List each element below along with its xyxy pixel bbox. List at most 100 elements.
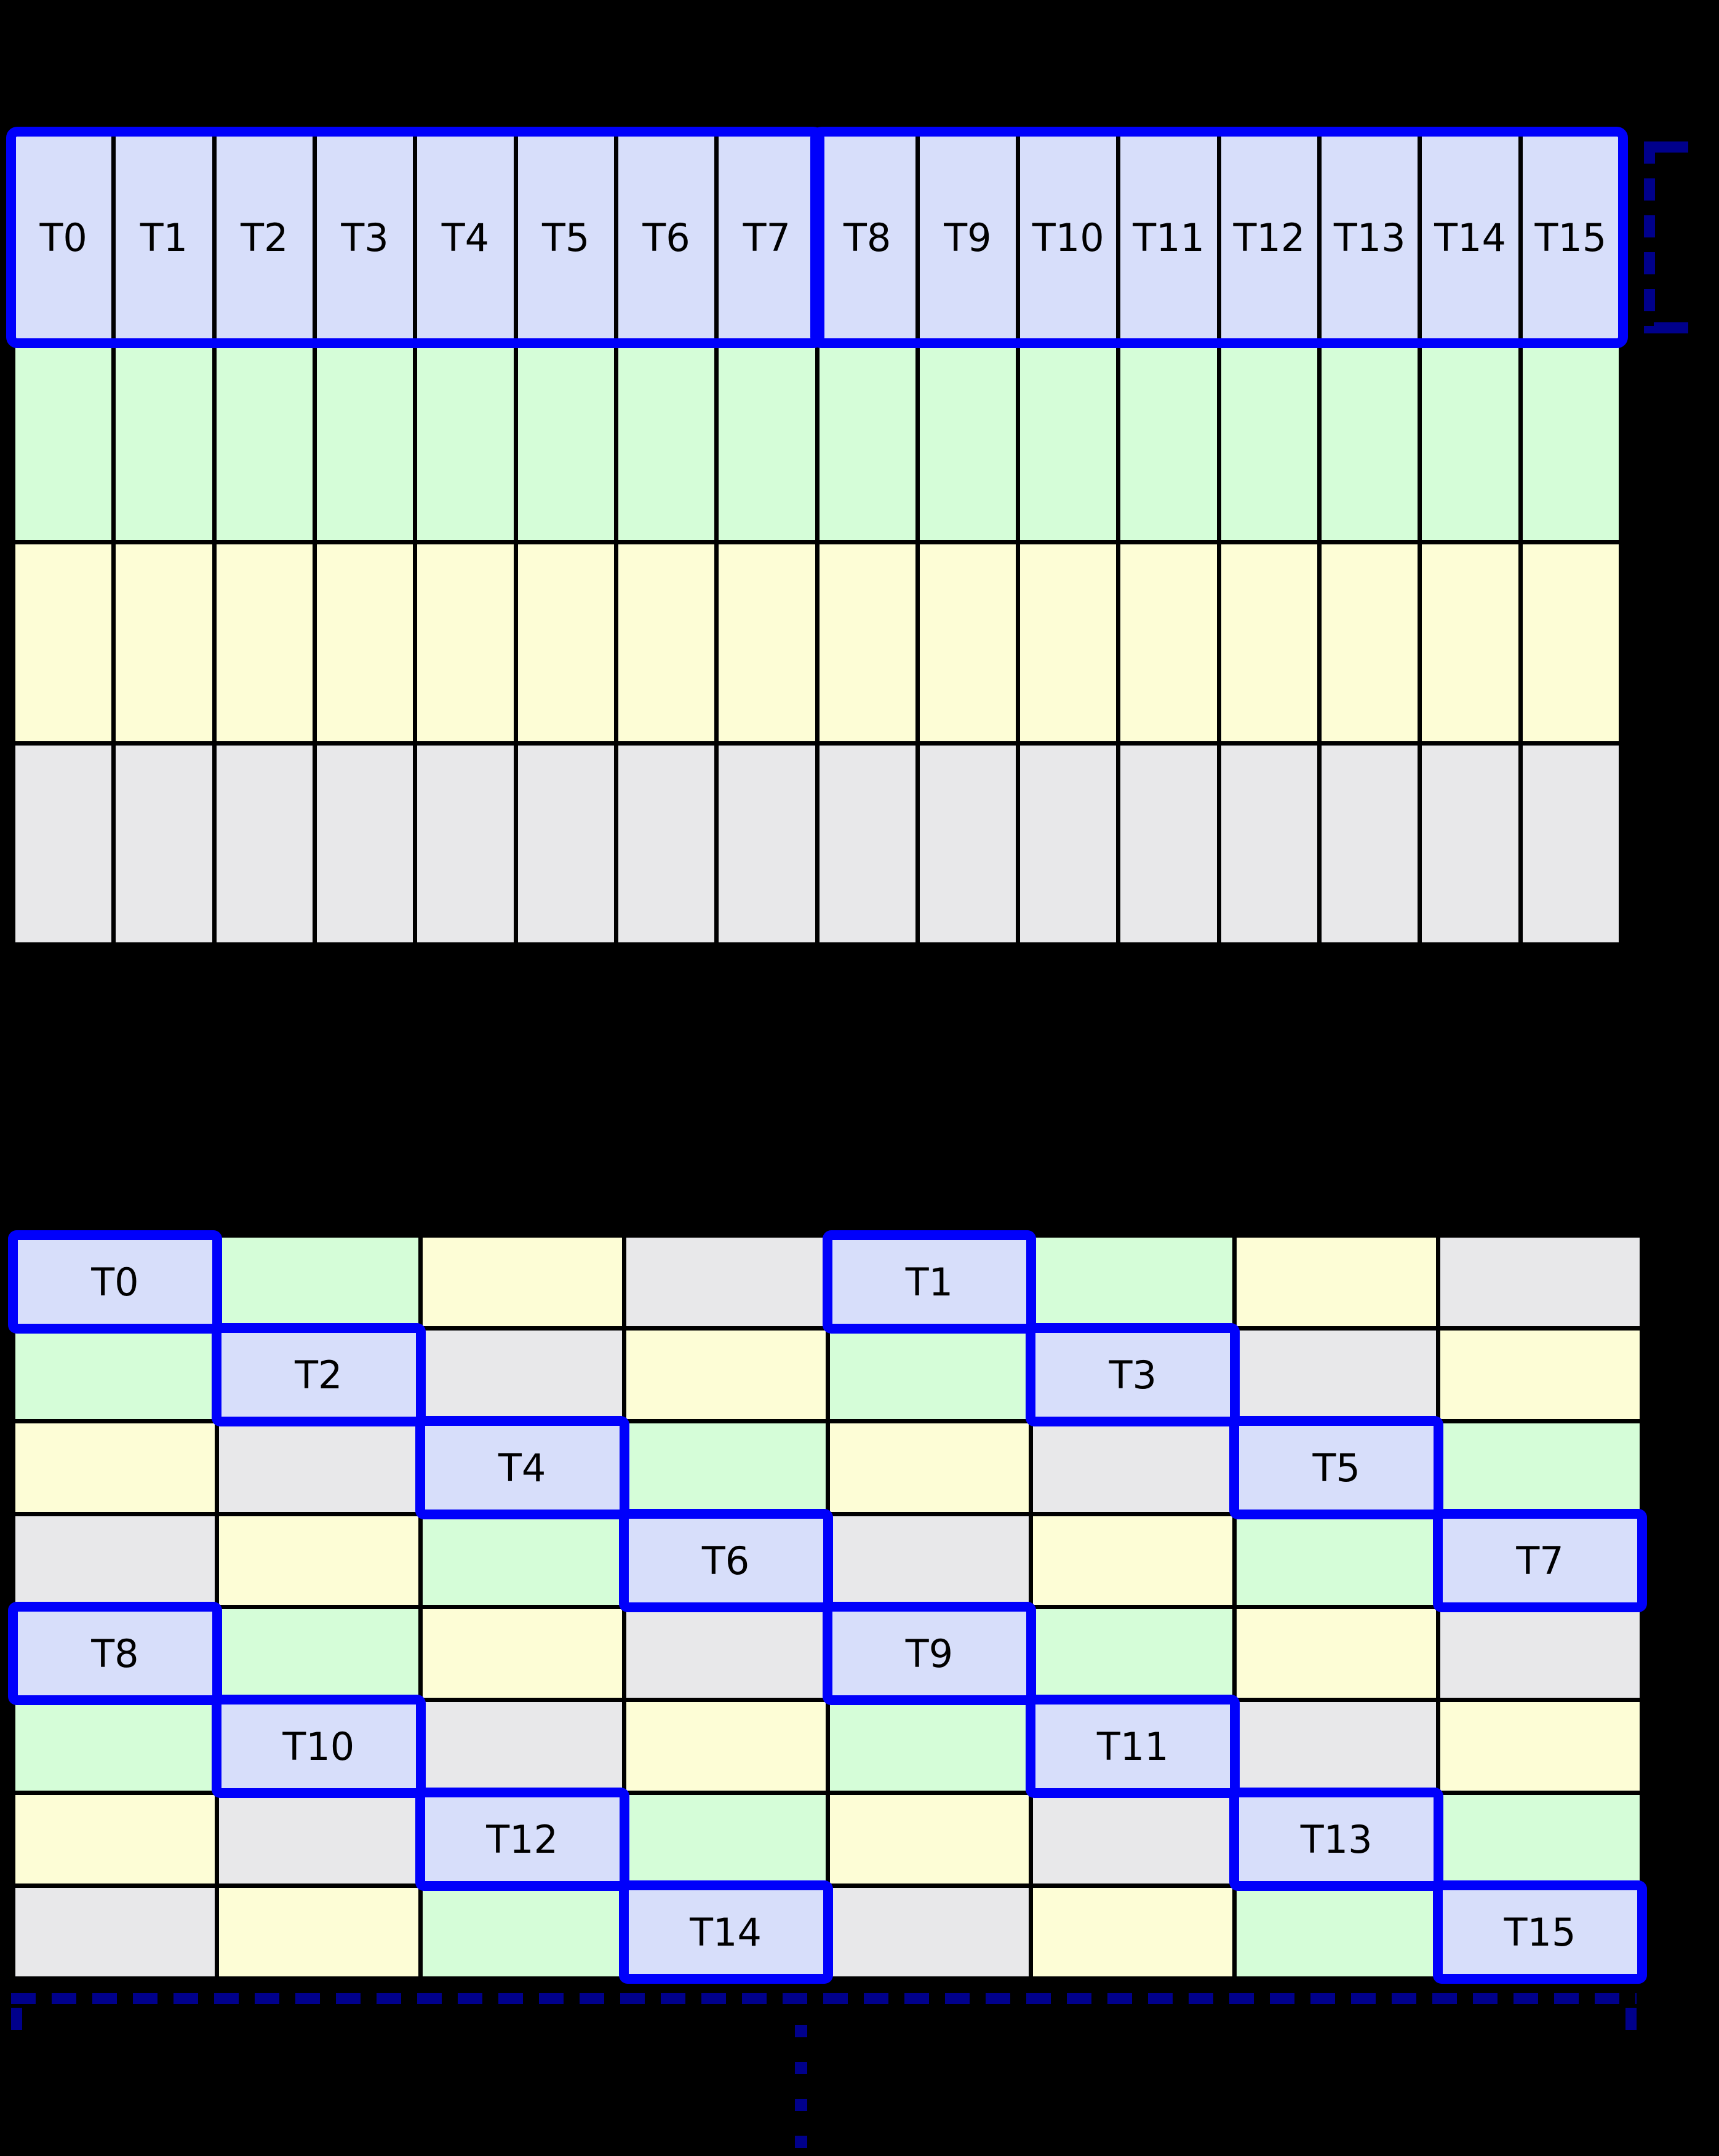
swizzled-thread-cell-t15: T15 bbox=[1440, 1888, 1640, 1976]
continuation-dot bbox=[795, 2136, 807, 2148]
memory-bank-cell bbox=[1237, 1331, 1437, 1419]
swizzled-thread-cell-t5: T5 bbox=[1237, 1423, 1437, 1512]
memory-bank-cell bbox=[1237, 1238, 1437, 1326]
swizzled-thread-cell-t13: T13 bbox=[1237, 1795, 1437, 1884]
swizzled-thread-table: T0 T1 T2 T3 T4 T5 T6 T7 T8 T9 T10 T11 T12 T13 T14 T15 bbox=[8, 1230, 1647, 1984]
swizzled-thread-cell-t8: T8 bbox=[15, 1609, 215, 1698]
memory-bank-cell bbox=[15, 1516, 215, 1605]
memory-bank-cell bbox=[919, 544, 1016, 741]
memory-bank-cell bbox=[626, 1238, 826, 1326]
swizzled-thread-cell-t6: T6 bbox=[626, 1516, 826, 1605]
memory-bank-cell bbox=[829, 1888, 1029, 1976]
memory-bank-cell bbox=[1422, 343, 1518, 540]
memory-bank-cell bbox=[218, 1609, 418, 1698]
memory-bank-cell bbox=[1033, 1795, 1233, 1884]
memory-bank-cell bbox=[1221, 544, 1318, 741]
memory-bank-cell bbox=[1020, 746, 1117, 942]
memory-bank-cell bbox=[618, 343, 715, 540]
memory-bank-cell bbox=[1322, 746, 1418, 942]
memory-bank-cell bbox=[218, 1888, 418, 1976]
memory-bank-cell bbox=[1033, 1423, 1233, 1512]
memory-bank-cell bbox=[422, 1331, 622, 1419]
memory-bank-cell bbox=[517, 343, 614, 540]
memory-bank-cell bbox=[626, 1609, 826, 1698]
memory-bank-cell bbox=[422, 1238, 622, 1326]
memory-bank-cell bbox=[1422, 746, 1518, 942]
thread-cell-t4: T4 bbox=[417, 136, 514, 339]
thread-cell-t6: T6 bbox=[618, 136, 715, 339]
memory-bank-cell bbox=[1033, 1888, 1233, 1976]
memory-bank-cell bbox=[1422, 544, 1518, 741]
thread-cell-t14: T14 bbox=[1422, 136, 1518, 339]
bracket-left-tick bbox=[11, 2008, 22, 2043]
memory-bank-cell bbox=[1033, 1609, 1233, 1698]
memory-bank-cell bbox=[618, 544, 715, 741]
memory-bank-cell bbox=[1020, 343, 1117, 540]
memory-bank-cell bbox=[1322, 544, 1418, 741]
swizzled-thread-cell-t7: T7 bbox=[1440, 1516, 1640, 1605]
memory-bank-cell bbox=[626, 1423, 826, 1512]
memory-bank-cell bbox=[1237, 1516, 1437, 1605]
memory-bank-cell bbox=[719, 544, 815, 741]
memory-bank-cell bbox=[719, 343, 815, 540]
memory-bank-cell bbox=[1440, 1238, 1640, 1326]
row-span-bracket bbox=[1644, 141, 1691, 333]
memory-bank-cell bbox=[1440, 1423, 1640, 1512]
bracket-dashed-line bbox=[1644, 141, 1655, 333]
thread-cell-t10: T10 bbox=[1020, 136, 1117, 339]
swizzled-thread-cell-t3: T3 bbox=[1033, 1331, 1233, 1419]
thread-cell-t9: T9 bbox=[919, 136, 1016, 339]
thread-cell-t8: T8 bbox=[819, 136, 915, 339]
memory-bank-cell bbox=[316, 746, 413, 942]
memory-bank-cell bbox=[1033, 1238, 1233, 1326]
memory-bank-cell bbox=[517, 746, 614, 942]
memory-bank-cell bbox=[1020, 544, 1117, 741]
memory-bank-cell bbox=[218, 1238, 418, 1326]
memory-bank-cell bbox=[218, 1516, 418, 1605]
memory-bank-cell bbox=[1440, 1702, 1640, 1791]
linear-thread-table: T0 T1 T2 T3 T4 T5 T6 T7 T8 T9 T10 T11 T12 T13 T14 T15 bbox=[6, 127, 1628, 947]
memory-bank-cell bbox=[116, 746, 212, 942]
memory-bank-cell bbox=[1522, 746, 1619, 942]
continuation-dot bbox=[795, 2062, 807, 2074]
memory-bank-cell bbox=[216, 746, 313, 942]
swizzled-thread-cell-t14: T14 bbox=[626, 1888, 826, 1976]
table-span-bracket bbox=[11, 1993, 1637, 2045]
memory-bank-cell bbox=[1322, 343, 1418, 540]
thread-cell-t2: T2 bbox=[216, 136, 313, 339]
memory-bank-cell bbox=[417, 544, 514, 741]
swizzled-thread-cell-t4: T4 bbox=[422, 1423, 622, 1512]
memory-bank-cell bbox=[819, 343, 915, 540]
memory-bank-cell bbox=[919, 343, 1016, 540]
memory-bank-cell bbox=[422, 1516, 622, 1605]
swizzled-thread-cell-t0: T0 bbox=[15, 1238, 215, 1326]
memory-bank-cell bbox=[15, 1702, 215, 1791]
thread-cell-t13: T13 bbox=[1322, 136, 1418, 339]
thread-cell-t3: T3 bbox=[316, 136, 413, 339]
continuation-dot bbox=[795, 2025, 807, 2037]
memory-bank-cell bbox=[15, 1331, 215, 1419]
memory-bank-cell bbox=[1440, 1795, 1640, 1884]
memory-bank-cell bbox=[1221, 746, 1318, 942]
memory-bank-cell bbox=[626, 1702, 826, 1791]
swizzled-thread-cell-t1: T1 bbox=[829, 1238, 1029, 1326]
memory-bank-cell bbox=[829, 1702, 1029, 1791]
memory-bank-cell bbox=[829, 1795, 1029, 1884]
memory-bank-cell bbox=[15, 1795, 215, 1884]
memory-bank-cell bbox=[1522, 544, 1619, 741]
memory-bank-cell bbox=[216, 544, 313, 741]
memory-bank-cell bbox=[422, 1609, 622, 1698]
memory-bank-cell bbox=[422, 1888, 622, 1976]
thread-cell-t1: T1 bbox=[116, 136, 212, 339]
thread-cell-t15: T15 bbox=[1522, 136, 1619, 339]
memory-bank-cell bbox=[819, 544, 915, 741]
bracket-dashed-line bbox=[11, 1993, 1637, 2004]
memory-bank-cell bbox=[1440, 1331, 1640, 1419]
memory-bank-cell bbox=[218, 1423, 418, 1512]
memory-bank-cell bbox=[15, 544, 112, 741]
memory-bank-cell bbox=[626, 1331, 826, 1419]
bracket-bottom-tick bbox=[1654, 322, 1688, 333]
memory-bank-cell bbox=[829, 1423, 1029, 1512]
memory-bank-cell bbox=[626, 1795, 826, 1884]
